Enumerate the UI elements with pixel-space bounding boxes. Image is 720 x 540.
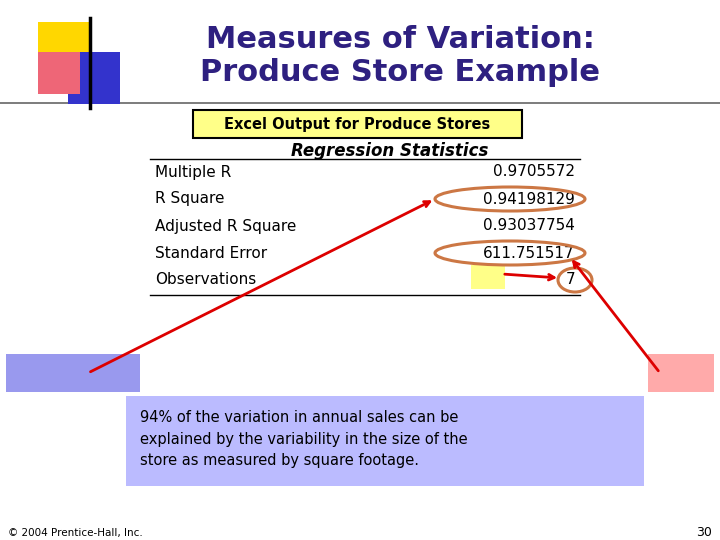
Text: Regression Statistics: Regression Statistics (292, 142, 489, 160)
Text: yx: yx (674, 372, 692, 387)
Text: Observations: Observations (155, 273, 256, 287)
Text: Measures of Variation:: Measures of Variation: (206, 25, 595, 54)
FancyBboxPatch shape (68, 52, 120, 104)
FancyBboxPatch shape (38, 22, 90, 74)
Text: 0.94198129: 0.94198129 (483, 192, 575, 206)
Text: 7: 7 (565, 273, 575, 287)
Text: Produce Store Example: Produce Store Example (200, 58, 600, 87)
Text: © 2004 Prentice-Hall, Inc.: © 2004 Prentice-Hall, Inc. (8, 528, 143, 538)
Text: 611.751517: 611.751517 (483, 246, 575, 260)
Text: n: n (483, 273, 492, 287)
Text: 30: 30 (696, 526, 712, 539)
Text: 0.9705572: 0.9705572 (493, 165, 575, 179)
Text: r: r (18, 363, 28, 383)
FancyBboxPatch shape (38, 52, 80, 94)
Text: R Square: R Square (155, 192, 225, 206)
Text: 0.93037754: 0.93037754 (483, 219, 575, 233)
FancyBboxPatch shape (6, 354, 140, 392)
FancyBboxPatch shape (648, 354, 714, 392)
FancyBboxPatch shape (471, 265, 505, 289)
FancyBboxPatch shape (193, 110, 522, 138)
Text: 2: 2 (29, 359, 37, 372)
FancyBboxPatch shape (126, 396, 644, 486)
Text: = .94: = .94 (37, 363, 106, 383)
Text: S: S (656, 359, 676, 387)
Text: Multiple R: Multiple R (155, 165, 231, 179)
Text: Adjusted R Square: Adjusted R Square (155, 219, 297, 233)
Text: Excel Output for Produce Stores: Excel Output for Produce Stores (224, 117, 490, 132)
Text: 94% of the variation in annual sales can be
explained by the variability in the : 94% of the variation in annual sales can… (140, 410, 467, 468)
Text: Standard Error: Standard Error (155, 246, 267, 260)
